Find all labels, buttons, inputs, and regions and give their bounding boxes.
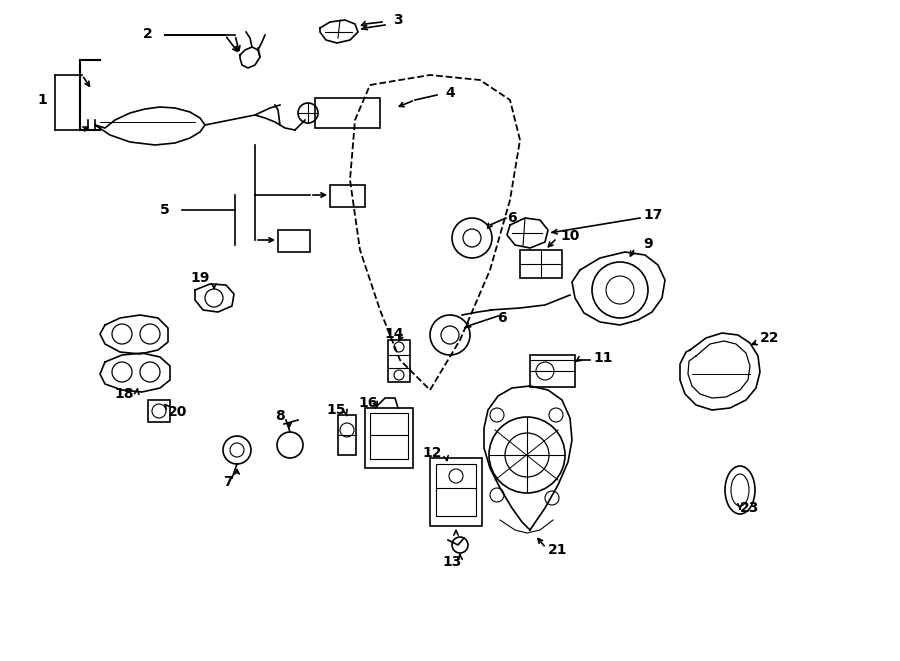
- Bar: [338, 415, 356, 455]
- Bar: [365, 408, 413, 468]
- Text: 15: 15: [326, 403, 346, 417]
- Text: 5: 5: [160, 203, 170, 217]
- Text: 13: 13: [442, 555, 462, 569]
- Text: 22: 22: [760, 331, 779, 345]
- Bar: [278, 230, 310, 252]
- Text: 23: 23: [741, 501, 760, 515]
- Text: 17: 17: [644, 208, 662, 222]
- Bar: [370, 413, 408, 459]
- Text: 8: 8: [275, 409, 285, 423]
- Bar: [315, 98, 380, 128]
- Bar: [148, 400, 170, 422]
- Text: 10: 10: [561, 229, 580, 243]
- Text: 11: 11: [593, 351, 613, 365]
- Text: 14: 14: [384, 327, 404, 341]
- Text: 6: 6: [497, 311, 507, 325]
- Text: 9: 9: [644, 237, 652, 251]
- Text: 2: 2: [143, 27, 153, 41]
- Bar: [430, 458, 482, 526]
- Text: 16: 16: [358, 396, 378, 410]
- Bar: [436, 464, 476, 516]
- Text: 19: 19: [190, 271, 210, 285]
- Text: 4: 4: [446, 86, 454, 100]
- Bar: [530, 355, 575, 387]
- Text: 21: 21: [548, 543, 568, 557]
- Text: 7: 7: [223, 475, 233, 489]
- Text: 1: 1: [37, 93, 47, 107]
- Text: 6: 6: [508, 211, 517, 225]
- Bar: [388, 340, 410, 382]
- Bar: [520, 250, 562, 278]
- Text: 12: 12: [422, 446, 442, 460]
- Text: 20: 20: [168, 405, 188, 419]
- Bar: [330, 185, 365, 207]
- Text: 3: 3: [393, 13, 403, 27]
- Text: 18: 18: [114, 387, 134, 401]
